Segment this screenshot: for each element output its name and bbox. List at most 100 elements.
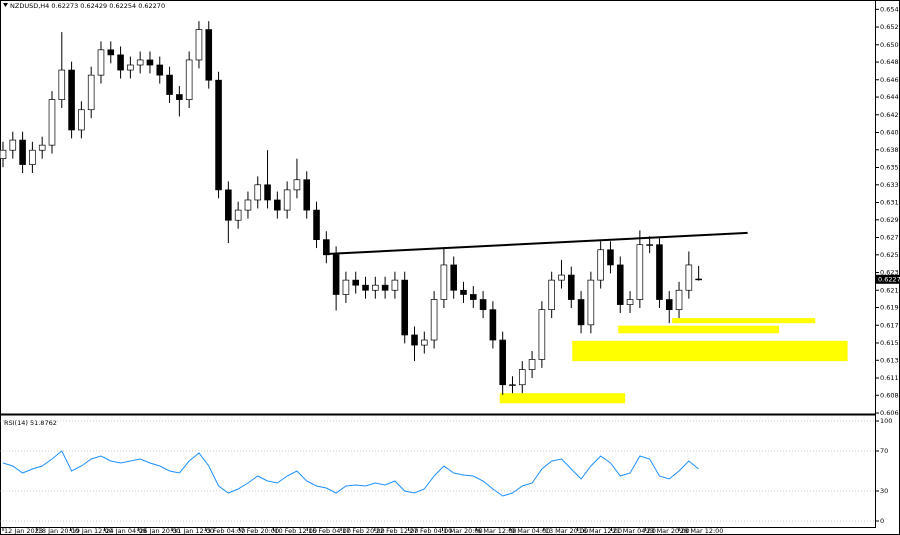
x-tick-label: 15 Feb 04:00 — [308, 527, 351, 535]
x-tick-label: 3 Feb 04:00 — [207, 527, 246, 535]
candle-body — [646, 244, 653, 246]
y-tick-label: 0.61100 — [880, 374, 900, 382]
x-tick-label: 23 Mar 20:00 — [646, 527, 689, 535]
y-tick-label: 0.64635 — [880, 76, 900, 84]
candle-body — [558, 274, 565, 281]
y-tick-label: 0.62560 — [880, 251, 900, 259]
y-tick-label: 0.63595 — [880, 164, 900, 172]
candle-body — [430, 299, 438, 341]
x-tick-label: 26 Jan 20:00 — [139, 527, 180, 535]
candle-body — [528, 359, 536, 370]
candle-body — [665, 299, 673, 311]
candle-body — [597, 249, 604, 281]
y-tick-label: 0.61310 — [880, 356, 900, 364]
y-tick-label: 0.65470 — [880, 5, 900, 13]
candle-body — [607, 249, 614, 266]
candle-body — [460, 289, 467, 295]
y-tick-label: 0.63390 — [880, 181, 900, 189]
y-tick-label: 0.62975 — [880, 216, 900, 224]
x-tick-label: 17 Feb 20:00 — [342, 527, 385, 535]
y-tick-label: 0.65260 — [880, 23, 900, 31]
candle-body — [68, 69, 75, 131]
candle-body — [567, 274, 575, 300]
y-tick-label: 0.64220 — [880, 111, 900, 119]
y-tick-label: 0.60685 — [880, 409, 900, 417]
y-tick-label: 70 — [880, 447, 888, 455]
candle-body — [421, 339, 428, 346]
x-tick-label: 24 Jan 04:00 — [105, 527, 146, 535]
candle-body — [274, 199, 281, 211]
candle-body — [146, 59, 154, 66]
candle-body — [38, 144, 46, 151]
candle-body — [117, 54, 124, 71]
candle-body — [489, 309, 497, 341]
candle-body — [450, 264, 457, 291]
candle-body — [195, 29, 203, 61]
candle-body — [509, 384, 516, 386]
candle-body — [626, 299, 634, 305]
x-tick-label: 10 Feb 12:00 — [274, 527, 317, 535]
candle-body — [9, 139, 17, 151]
candle-body — [342, 279, 350, 295]
candle-body — [332, 254, 340, 295]
y-tick-label: 0.63180 — [880, 199, 900, 207]
y-tick-label: 0.62765 — [880, 234, 900, 242]
candle-body — [58, 69, 66, 100]
candle-body — [127, 64, 134, 71]
x-tick-label: 21 Mar 04:00 — [612, 527, 655, 535]
candle-body — [303, 179, 311, 211]
candle-body — [176, 94, 183, 100]
y-tick-label: 0.61935 — [880, 304, 900, 312]
candle-body — [479, 299, 487, 311]
x-tick-label: 7 Feb 20:00 — [241, 527, 280, 535]
candle-body — [695, 278, 702, 281]
candle-body — [107, 49, 115, 56]
zone — [572, 340, 848, 362]
x-tick-label: 19 Jan 12:00 — [72, 527, 113, 535]
y-tick-label: 0.61515 — [880, 339, 900, 347]
candle-body — [381, 284, 389, 291]
candle-body — [293, 179, 301, 191]
y-tick-label: 0.62140 — [880, 286, 900, 294]
candle-body — [166, 74, 173, 95]
candle-body — [185, 59, 193, 100]
candle-body — [440, 264, 448, 300]
candle-body — [156, 64, 164, 76]
x-tick-label: 9 Mar 04:00 — [511, 527, 550, 535]
candle-body — [538, 309, 546, 360]
candle-body — [470, 294, 477, 300]
candle-body — [19, 139, 26, 165]
zone — [499, 393, 626, 404]
candle-body — [205, 29, 213, 81]
zone — [672, 318, 816, 324]
candle-body — [244, 199, 252, 211]
candle-body — [401, 279, 408, 336]
y-tick-label: 0.62350 — [880, 269, 900, 277]
candle-body — [656, 244, 663, 300]
candle-body — [78, 109, 85, 131]
y-tick-label: 0.64845 — [880, 58, 900, 66]
candle-body — [136, 59, 144, 66]
candle-body — [548, 279, 555, 311]
y-tick-label: 0.60895 — [880, 391, 900, 399]
candle-body — [352, 279, 360, 286]
candle-body — [87, 74, 95, 111]
x-tick-label: 18 Jan 20:00 — [38, 527, 79, 535]
candle-body — [0, 149, 7, 159]
candle-body — [391, 279, 399, 291]
indicator-title: RSI(14) 51.8762 — [4, 419, 57, 427]
candle-body — [254, 184, 262, 201]
y-tick-label: 30 — [880, 487, 888, 495]
x-tick-label: 12 Jan 2023 — [4, 527, 43, 535]
candle-body — [675, 289, 683, 311]
last-price-box — [876, 274, 900, 284]
y-tick-label: 100 — [880, 417, 892, 425]
x-tick-label: 22 Feb 12:00 — [376, 527, 419, 535]
candle-body — [225, 189, 232, 221]
candle-body — [616, 264, 624, 305]
candle-body — [587, 279, 595, 326]
candle-body — [97, 49, 105, 76]
